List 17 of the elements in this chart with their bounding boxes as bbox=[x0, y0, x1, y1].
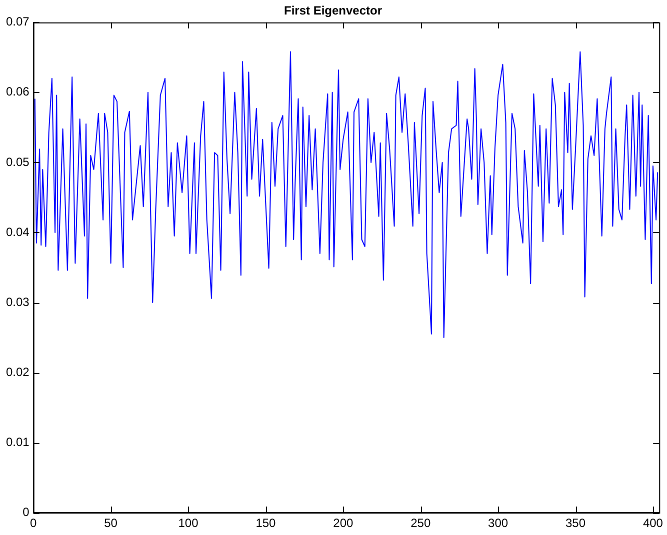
x-tick-label: 200 bbox=[333, 516, 354, 530]
y-tick-label: 0 bbox=[22, 504, 30, 519]
y-tick-label: 0.02 bbox=[6, 364, 30, 379]
y-tick-label: 0.06 bbox=[6, 84, 30, 99]
chart-title: First Eigenvector bbox=[284, 4, 382, 18]
y-tick-label: 0.01 bbox=[6, 434, 30, 449]
x-tick-label: 150 bbox=[256, 516, 276, 530]
x-tick-label: 250 bbox=[410, 516, 431, 530]
x-tick-label: 300 bbox=[488, 516, 508, 530]
y-tick-label: 0.03 bbox=[6, 294, 30, 309]
y-tick-label: 0.07 bbox=[6, 14, 30, 29]
x-tick-label: 350 bbox=[565, 516, 586, 530]
y-tick-label: 0.05 bbox=[6, 154, 30, 169]
x-tick-label: 50 bbox=[104, 516, 118, 530]
x-tick-label: 400 bbox=[642, 516, 664, 530]
y-tick-label: 0.04 bbox=[6, 224, 30, 239]
x-tick-label: 100 bbox=[178, 516, 199, 530]
